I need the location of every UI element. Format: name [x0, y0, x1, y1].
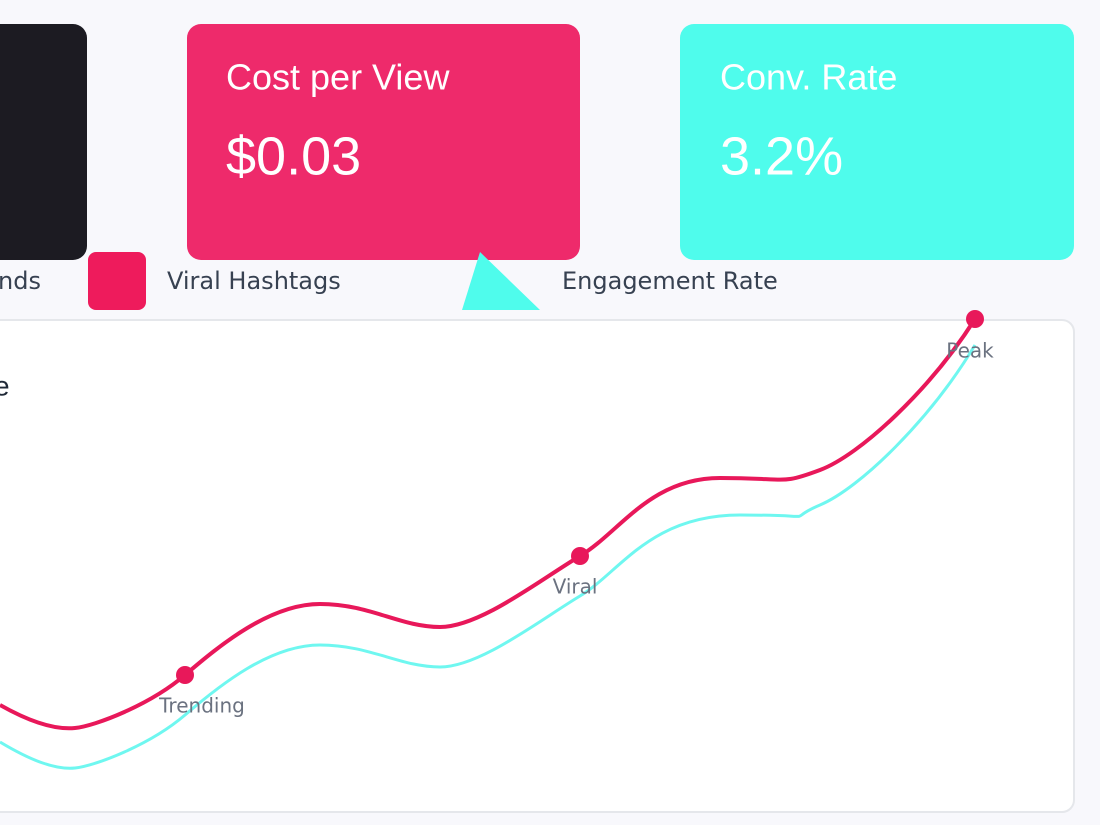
- panel-title: e: [0, 370, 10, 401]
- cost-card[interactable]: [187, 24, 580, 260]
- hashtag-line: [0, 317, 977, 731]
- dark-card: [0, 24, 87, 260]
- legend-label: Engagement Rate: [562, 267, 778, 295]
- annotation: Trending: [158, 694, 245, 718]
- card-title: Conv. Rate: [720, 57, 897, 98]
- card-title: Cost per View: [226, 57, 450, 98]
- annotation: Viral: [553, 575, 598, 599]
- chart-panel: [0, 319, 1075, 813]
- point: [571, 547, 589, 565]
- rate-card[interactable]: [680, 24, 1074, 260]
- legend-label: Viral Hashtags: [167, 267, 341, 295]
- card-value: 3.2%: [720, 126, 843, 186]
- legend-swatch: [88, 252, 146, 310]
- point: [176, 666, 194, 684]
- legend-label: nds: [0, 267, 41, 295]
- point: [966, 310, 984, 328]
- annotation: Peak: [946, 339, 994, 363]
- legend-swatch: [462, 252, 540, 310]
- engagement-line: [0, 344, 977, 770]
- card-value: $0.03: [226, 126, 361, 186]
